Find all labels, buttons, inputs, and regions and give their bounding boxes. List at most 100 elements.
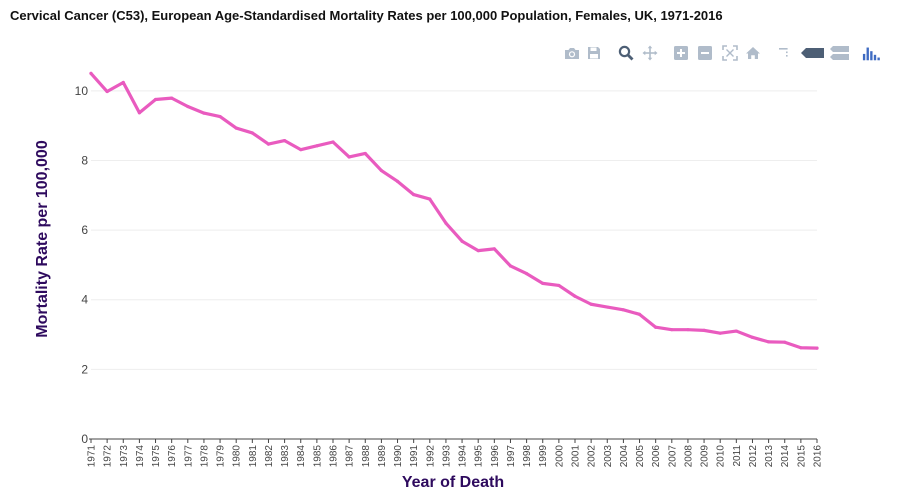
series-line	[89, 71, 819, 350]
x-tick-label: 2000	[554, 445, 565, 468]
x-tick-label: 1982	[264, 445, 275, 468]
y-tick-label: 6	[81, 223, 88, 237]
x-tick-label: 1981	[248, 445, 259, 468]
y-tick-label: 10	[75, 84, 89, 98]
x-tick-label: 1976	[167, 445, 178, 468]
data-point	[734, 329, 738, 333]
x-tick-label: 2006	[651, 445, 662, 468]
zoom-out-icon	[698, 46, 712, 60]
data-point	[299, 148, 303, 152]
pan-button[interactable]	[640, 44, 660, 62]
data-point	[412, 192, 416, 197]
zoom-icon	[618, 45, 634, 61]
data-point	[476, 249, 480, 253]
x-tick-label: 1991	[409, 445, 420, 468]
x-tick-label: 1973	[119, 445, 130, 468]
reset-axes-button[interactable]	[743, 44, 763, 62]
x-tick-label: 2004	[619, 445, 630, 468]
x-tick-label: 1987	[345, 445, 356, 468]
plotly-logo-icon	[862, 47, 880, 61]
hover-closest-icon	[801, 48, 824, 58]
x-tick-label: 2013	[764, 445, 775, 468]
x-tick-label: 1988	[361, 445, 372, 468]
data-point	[137, 111, 141, 115]
hover-compare-button[interactable]	[830, 44, 850, 62]
x-tick-label: 1978	[199, 445, 210, 468]
data-point	[153, 97, 158, 102]
plotly-logo-button[interactable]	[862, 44, 882, 62]
data-point	[767, 340, 771, 344]
y-tick-label: 4	[81, 293, 88, 307]
chart-title: Cervical Cancer (C53), European Age-Stan…	[10, 8, 723, 23]
x-tick-label: 1998	[522, 445, 533, 468]
data-point	[89, 71, 93, 76]
save-icon	[588, 47, 600, 59]
zoom-in-icon	[674, 46, 688, 60]
x-tick-label: 1994	[458, 445, 469, 468]
data-point	[460, 239, 464, 243]
data-point	[670, 328, 674, 332]
zoom-out-button[interactable]	[695, 44, 715, 62]
data-point	[218, 114, 222, 119]
data-point	[702, 328, 706, 332]
y-tick-label: 8	[81, 153, 88, 167]
x-tick-label: 1989	[377, 445, 388, 468]
data-point	[121, 80, 125, 85]
x-tick-label: 1984	[296, 445, 307, 468]
autoscale-button[interactable]	[720, 44, 740, 62]
x-tick-label: 2008	[683, 445, 694, 468]
y-tick-label: 0	[81, 432, 88, 446]
x-tick-label: 2002	[587, 445, 598, 468]
data-point	[170, 96, 174, 100]
zoom-in-button[interactable]	[671, 44, 691, 62]
data-point	[105, 89, 109, 94]
data-point	[315, 144, 319, 148]
x-tick-label: 1971	[87, 445, 98, 468]
data-point	[444, 221, 448, 225]
data-point	[492, 247, 496, 251]
data-point	[605, 305, 609, 309]
x-tick-label: 1996	[490, 445, 501, 468]
data-point	[573, 294, 577, 298]
data-point	[589, 302, 593, 306]
x-tick-label: 2001	[571, 445, 582, 468]
x-tick-label: 1974	[135, 445, 146, 468]
data-point	[637, 312, 642, 316]
spike-lines-button[interactable]	[774, 44, 794, 62]
data-point	[186, 104, 190, 109]
y-tick-label: 2	[81, 362, 88, 376]
tick-label-layer: 0 2 4 6 8 10 1971 1972 1973 1974 1975 1976 1977 1978 1…	[75, 84, 824, 467]
x-tick-label: 2007	[667, 445, 678, 468]
x-tick-label: 1983	[280, 445, 291, 468]
x-tick-label: 1980	[232, 445, 243, 468]
x-tick-label: 1997	[506, 445, 517, 468]
data-point	[363, 151, 367, 156]
download-png-button[interactable]	[562, 44, 582, 62]
data-point	[234, 126, 238, 130]
x-tick-label: 2015	[796, 445, 807, 468]
x-tick-label: 1993	[441, 445, 452, 468]
x-tick-label: 1999	[538, 445, 549, 468]
data-point	[815, 346, 819, 350]
x-tick-label: 2012	[748, 445, 759, 468]
x-tick-label: 1992	[425, 445, 436, 468]
zoom-button[interactable]	[616, 44, 636, 62]
autoscale-icon	[722, 45, 738, 61]
data-point	[799, 346, 803, 350]
hover-closest-button[interactable]	[800, 44, 826, 62]
save-button[interactable]	[584, 44, 604, 62]
home-icon	[746, 47, 760, 59]
data-point	[686, 328, 690, 332]
data-point	[250, 131, 254, 135]
x-tick-label: 1986	[329, 445, 340, 468]
camera-icon	[565, 48, 579, 59]
data-point	[331, 140, 335, 144]
data-point	[783, 340, 787, 344]
data-point	[347, 155, 351, 159]
x-tick-label: 2003	[603, 445, 614, 468]
data-point	[428, 197, 432, 201]
x-tick-label: 1985	[312, 445, 323, 468]
x-tick-label: 1972	[103, 445, 114, 468]
x-tick-label: 1979	[216, 445, 227, 468]
x-tick-label: 2010	[716, 445, 727, 468]
